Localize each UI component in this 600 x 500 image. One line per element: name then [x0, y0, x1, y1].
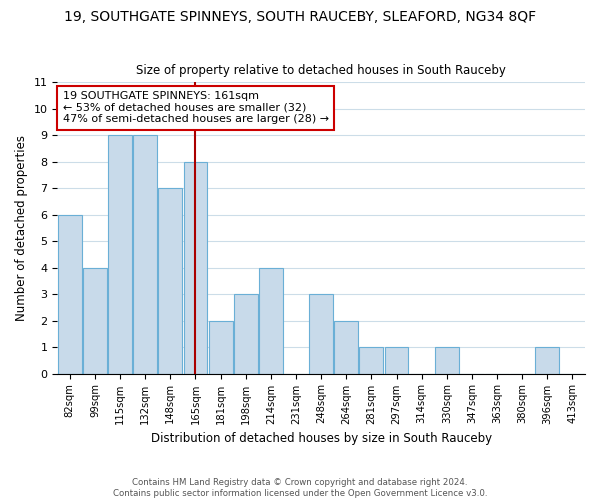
- Y-axis label: Number of detached properties: Number of detached properties: [15, 135, 28, 321]
- Text: 19 SOUTHGATE SPINNEYS: 161sqm
← 53% of detached houses are smaller (32)
47% of s: 19 SOUTHGATE SPINNEYS: 161sqm ← 53% of d…: [62, 91, 329, 124]
- Bar: [535, 347, 559, 374]
- Title: Size of property relative to detached houses in South Rauceby: Size of property relative to detached ho…: [136, 64, 506, 77]
- Bar: [334, 320, 358, 374]
- Bar: [435, 347, 459, 374]
- Bar: [259, 268, 283, 374]
- Bar: [158, 188, 182, 374]
- Bar: [83, 268, 107, 374]
- Bar: [184, 162, 208, 374]
- Bar: [58, 214, 82, 374]
- Bar: [108, 136, 132, 374]
- Bar: [309, 294, 333, 374]
- Bar: [359, 347, 383, 374]
- Bar: [234, 294, 257, 374]
- Bar: [209, 320, 233, 374]
- X-axis label: Distribution of detached houses by size in South Rauceby: Distribution of detached houses by size …: [151, 432, 492, 445]
- Bar: [133, 136, 157, 374]
- Text: Contains HM Land Registry data © Crown copyright and database right 2024.
Contai: Contains HM Land Registry data © Crown c…: [113, 478, 487, 498]
- Text: 19, SOUTHGATE SPINNEYS, SOUTH RAUCEBY, SLEAFORD, NG34 8QF: 19, SOUTHGATE SPINNEYS, SOUTH RAUCEBY, S…: [64, 10, 536, 24]
- Bar: [385, 347, 409, 374]
